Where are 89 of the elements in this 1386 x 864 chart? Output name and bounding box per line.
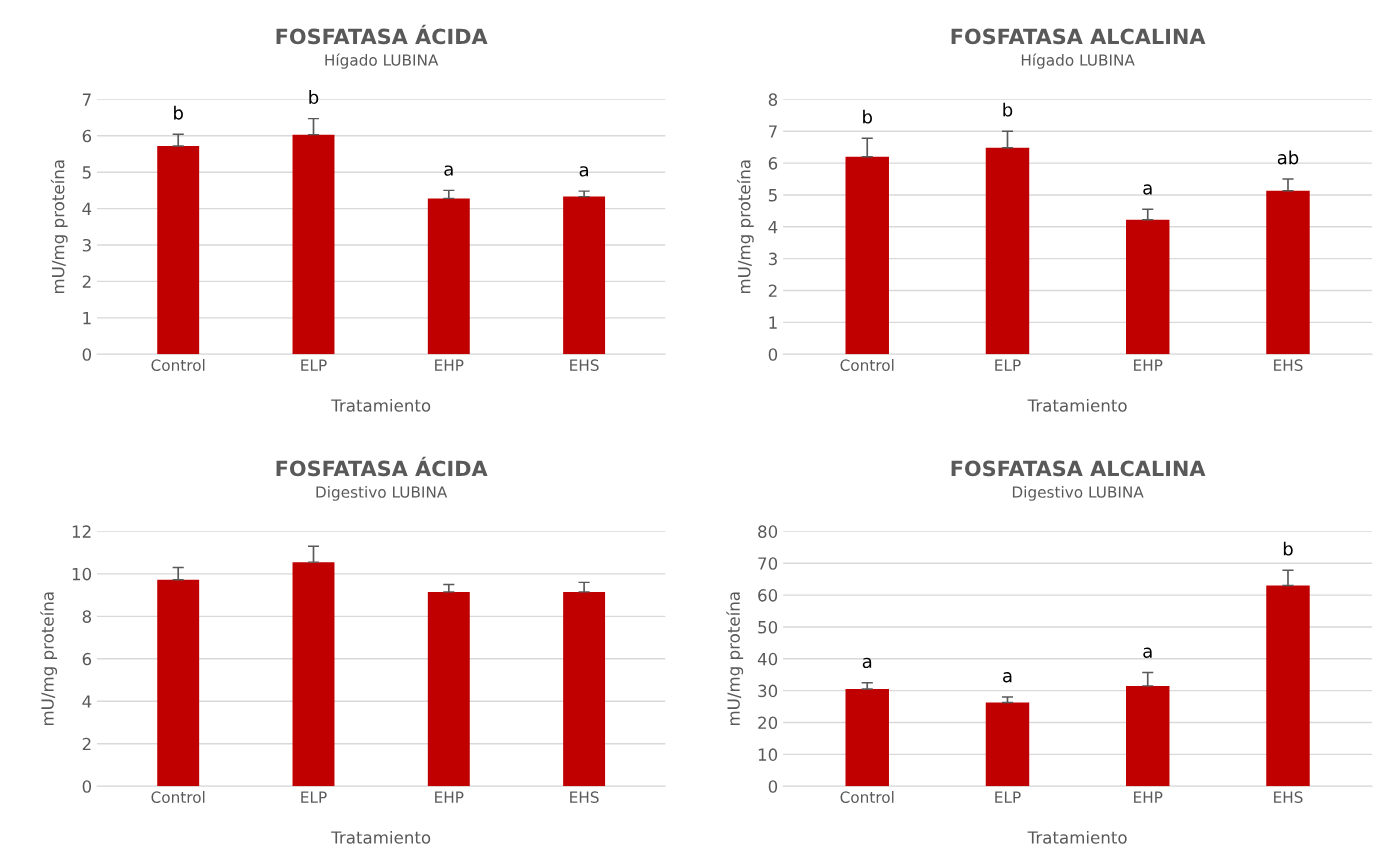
annotation: a — [1143, 184, 1152, 195]
annotation: ab — [1277, 150, 1299, 165]
chart-subtitle: Hígado LUBINA — [1021, 53, 1135, 69]
y-tick-label: 6 — [82, 652, 92, 666]
y-tick-label: 2 — [82, 737, 91, 751]
x-tick-label: EHP — [435, 359, 464, 371]
x-tick-label: EHP — [1134, 359, 1163, 371]
bar — [292, 134, 335, 355]
y-axis-title: mU/mg proteína — [50, 160, 68, 294]
chart-title: FOSFATASA ALCALINA — [951, 28, 1206, 45]
x-tick-label: EHS — [570, 359, 599, 371]
y-tick-label: 50 — [758, 620, 778, 634]
bar — [1126, 685, 1170, 787]
y-tick-label: 80 — [758, 525, 778, 538]
y-tick-label: 8 — [82, 610, 92, 623]
annotation: b — [1003, 102, 1013, 117]
x-tick-label: EHS — [1274, 359, 1303, 371]
x-tick-label: ELP — [995, 359, 1021, 371]
y-tick-label: 5 — [768, 189, 777, 202]
annotation: b — [1283, 541, 1293, 556]
annotation: b — [309, 90, 319, 105]
y-tick-label: 4 — [82, 695, 92, 708]
y-tick-label: 1 — [769, 316, 777, 329]
x-tick-label: ELP — [995, 791, 1021, 803]
y-tick-label: 12 — [72, 525, 91, 538]
y-tick-label: 0 — [82, 780, 92, 793]
y-tick-label: 6 — [82, 129, 92, 143]
y-axis-title: mU/mg proteína — [726, 592, 744, 726]
chart-title: FOSFATASA ALCALINA — [951, 460, 1206, 477]
x-tick-label: EHS — [1274, 791, 1303, 803]
x-tick-label: Control — [840, 791, 894, 803]
y-tick-label: 3 — [768, 252, 777, 266]
y-tick-label: 0 — [768, 348, 778, 361]
bar — [427, 198, 470, 355]
x-tick-label: EHS — [570, 791, 599, 803]
y-tick-label: 5 — [82, 166, 91, 179]
annotation: a — [579, 166, 588, 177]
y-tick-label: 0 — [768, 780, 778, 793]
x-axis-title: Tratamiento — [1027, 398, 1127, 412]
chart-subtitle: Digestivo LUBINA — [316, 485, 448, 501]
x-axis-title: Tratamiento — [1027, 830, 1127, 844]
annotation: b — [174, 105, 183, 120]
y-tick-label: 20 — [758, 716, 778, 730]
y-tick-label: 0 — [82, 348, 92, 361]
bar — [1266, 585, 1310, 787]
x-tick-label: ELP — [301, 791, 327, 803]
y-axis-title: mU/mg proteína — [40, 592, 58, 726]
y-tick-label: 7 — [82, 93, 91, 106]
y-tick-label: 40 — [757, 652, 778, 666]
annotation: b — [863, 109, 872, 124]
y-tick-label: 4 — [768, 220, 778, 234]
x-tick-label: EHP — [1134, 791, 1163, 803]
chart-subtitle: Hígado LUBINA — [325, 53, 439, 69]
chart-title: FOSFATASA ÁCIDA — [276, 24, 488, 45]
y-tick-label: 2 — [768, 284, 777, 297]
x-tick-label: ELP — [301, 359, 327, 371]
y-tick-label: 10 — [758, 748, 778, 761]
x-tick-label: EHP — [435, 791, 464, 803]
y-tick-label: 8 — [768, 93, 778, 106]
y-tick-label: 10 — [72, 567, 92, 581]
chart-subtitle: Digestivo LUBINA — [1012, 485, 1144, 501]
chart-title: FOSFATASA ÁCIDA — [276, 456, 488, 477]
x-axis-title: Tratamiento — [331, 398, 431, 412]
y-tick-label: 70 — [758, 557, 778, 570]
x-tick-label: Control — [151, 359, 205, 371]
bar — [563, 196, 606, 355]
bar — [845, 156, 889, 355]
y-tick-label: 30 — [758, 684, 778, 698]
y-tick-label: 6 — [768, 157, 778, 170]
annotation: a — [1003, 672, 1012, 683]
x-axis-title: Tratamiento — [331, 830, 431, 844]
annotation: a — [1143, 647, 1152, 658]
bar — [1126, 219, 1170, 355]
x-tick-label: Control — [840, 359, 894, 371]
y-tick-label: 1 — [83, 312, 91, 325]
annotation: a — [862, 657, 872, 669]
bar — [985, 702, 1030, 787]
annotation: a — [444, 165, 453, 176]
bar — [157, 145, 200, 355]
y-tick-label: 3 — [82, 238, 91, 252]
y-tick-label: 2 — [82, 275, 91, 288]
y-tick-label: 7 — [768, 125, 777, 138]
x-tick-label: Control — [151, 791, 205, 803]
y-tick-label: 4 — [82, 202, 92, 215]
y-axis-title: mU/mg proteína — [736, 160, 754, 294]
bar — [845, 689, 889, 787]
bar — [985, 147, 1030, 355]
y-tick-label: 60 — [758, 589, 778, 602]
bar — [1266, 190, 1310, 355]
